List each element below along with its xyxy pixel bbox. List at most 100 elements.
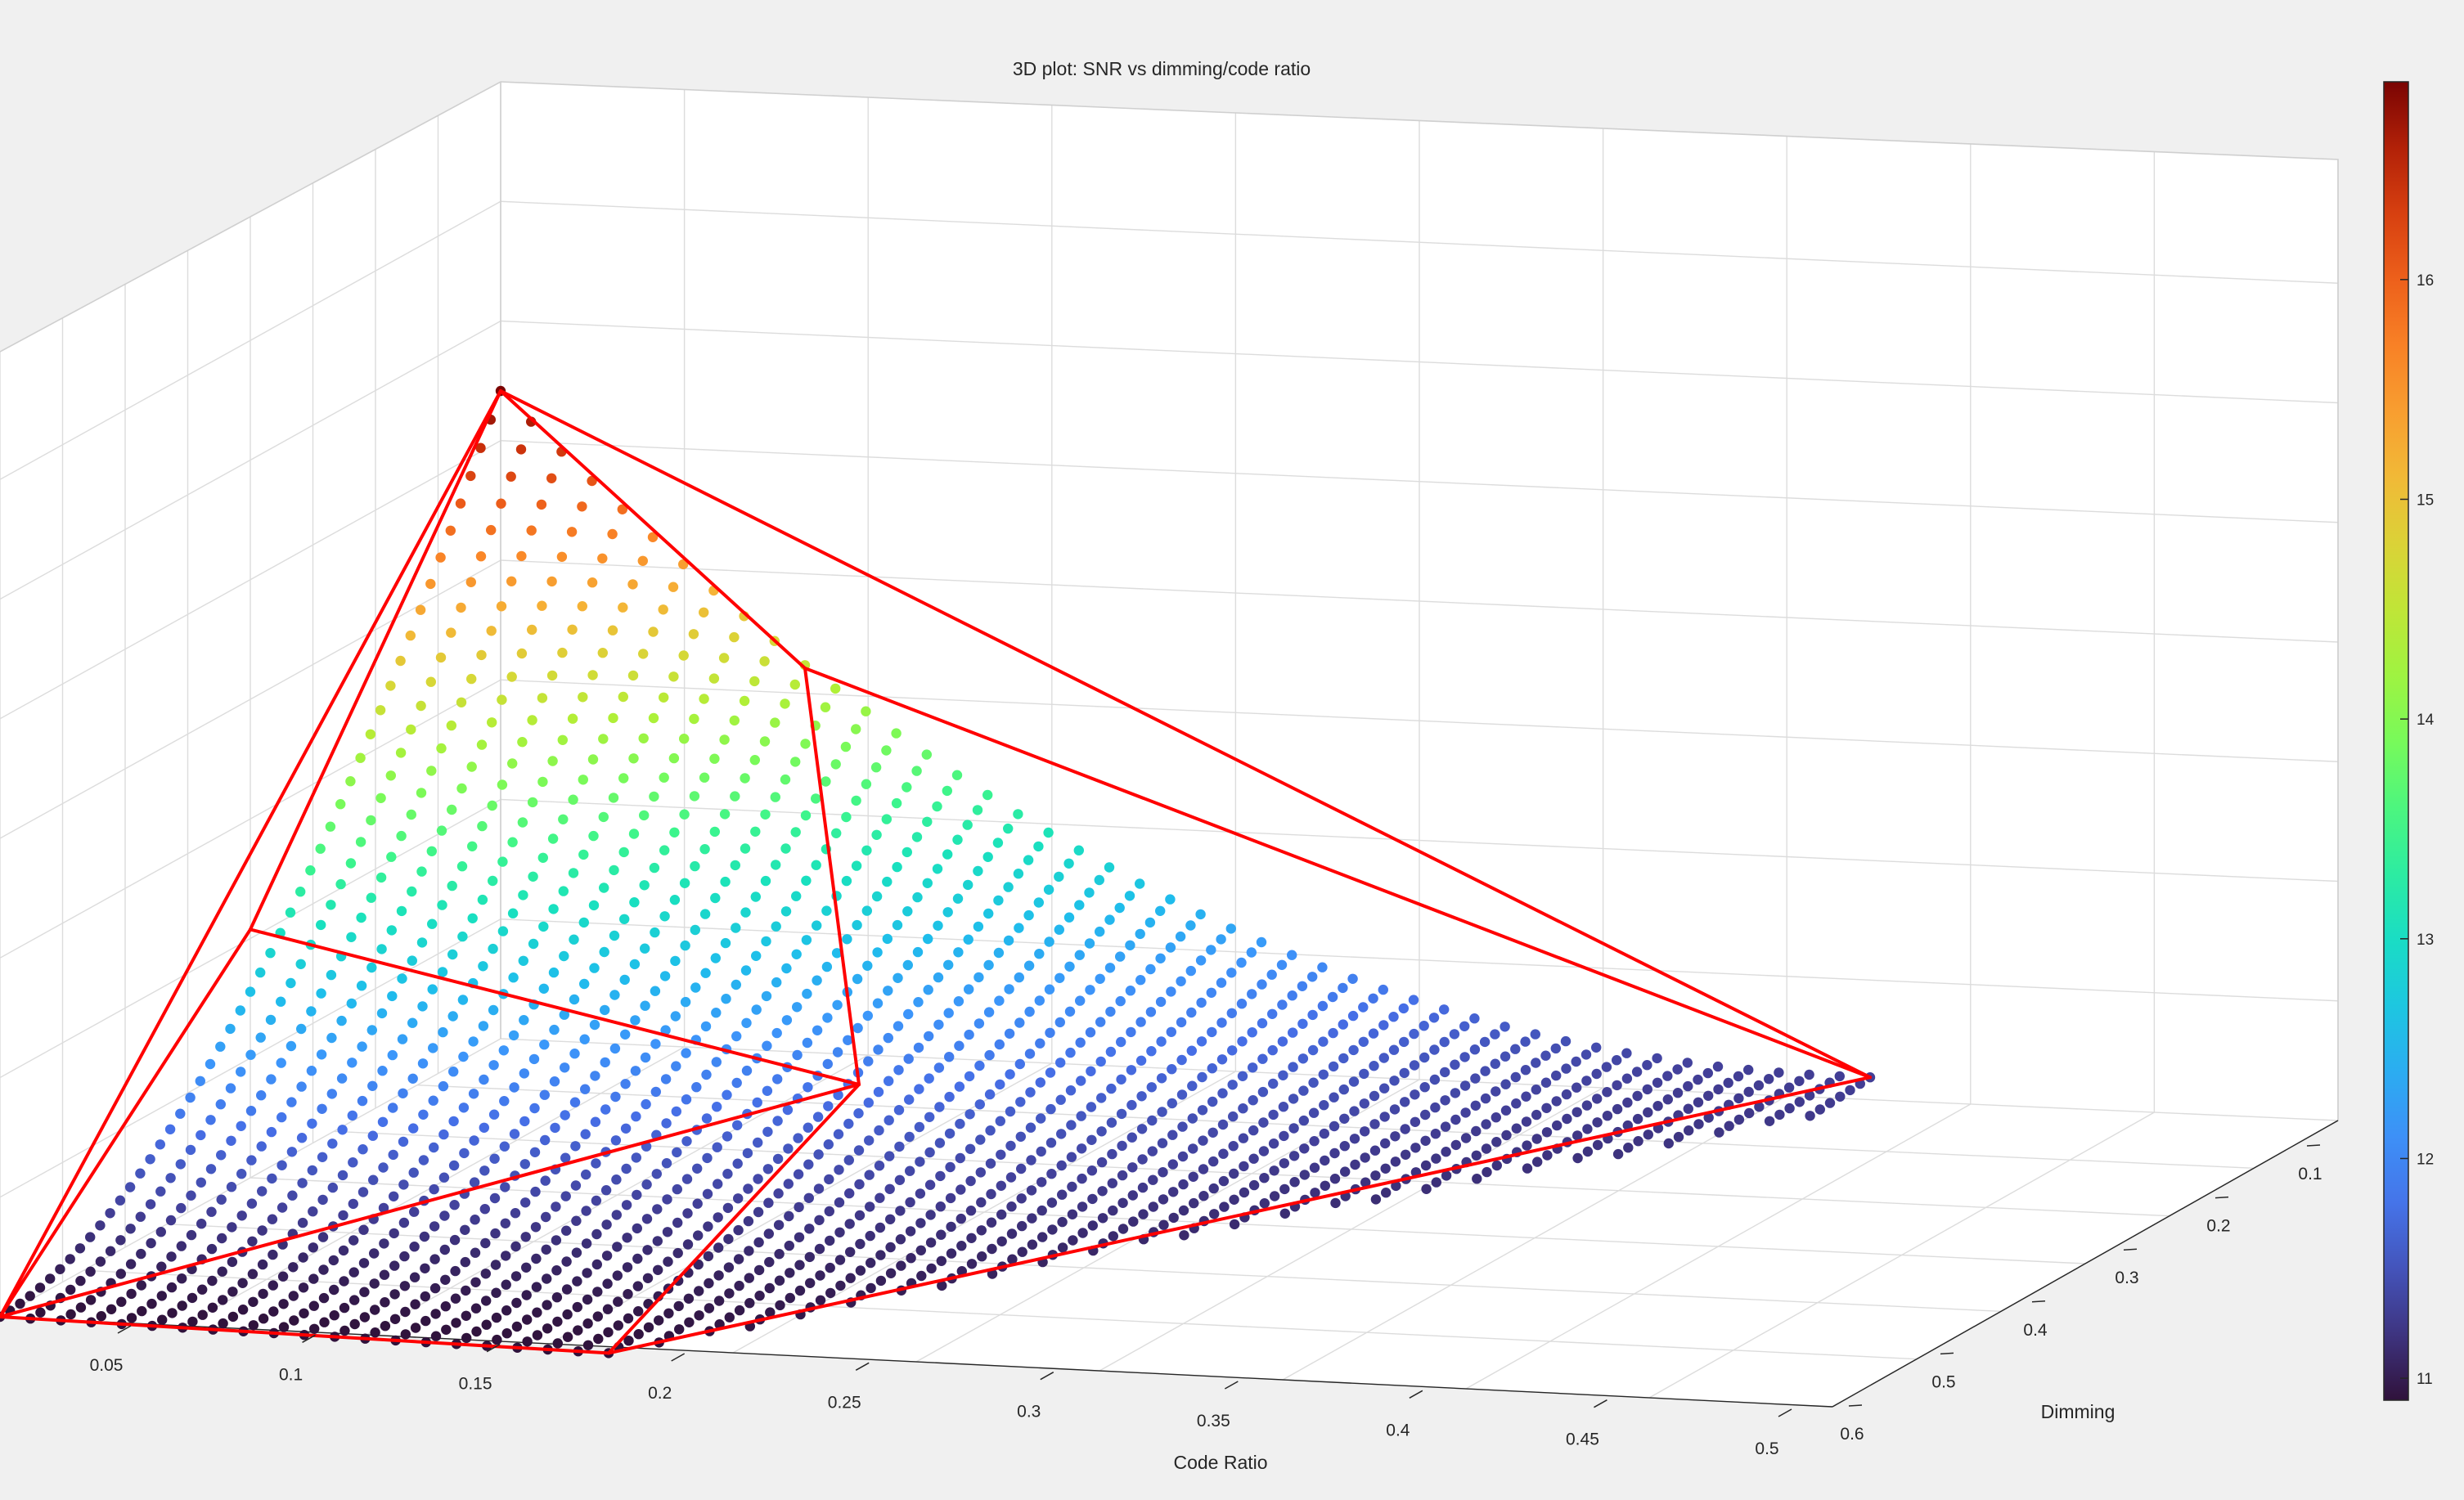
data-point: [1229, 1168, 1239, 1179]
data-point: [297, 1217, 308, 1228]
data-point: [922, 816, 933, 827]
data-point: [1338, 1084, 1350, 1095]
data-point: [1419, 1021, 1429, 1031]
data-point: [1714, 1127, 1724, 1138]
data-point: [369, 1248, 380, 1259]
data-point: [335, 799, 346, 810]
data-point: [236, 1067, 246, 1077]
data-point: [1116, 1074, 1126, 1085]
data-point: [1429, 1044, 1440, 1055]
data-point: [346, 998, 357, 1009]
data-point: [1368, 993, 1378, 1004]
data-point: [772, 1153, 784, 1165]
data-point: [1340, 1166, 1351, 1177]
data-point: [1530, 1029, 1541, 1040]
data-point: [1006, 1201, 1017, 1212]
data-point: [1631, 1067, 1643, 1077]
data-point: [1007, 1254, 1018, 1264]
data-point: [1014, 1058, 1026, 1070]
data-point: [822, 1013, 833, 1023]
data-point: [976, 1197, 987, 1208]
data-point: [749, 755, 760, 766]
data-point: [724, 1312, 735, 1323]
data-point: [492, 1334, 502, 1345]
data-point: [1642, 1060, 1652, 1071]
data-point: [527, 797, 538, 808]
data-point: [557, 734, 568, 745]
data-point: [1229, 1219, 1240, 1230]
data-point: [631, 1152, 641, 1163]
data-point: [1037, 1232, 1048, 1242]
data-point: [1126, 1065, 1137, 1076]
data-point: [1207, 1127, 1218, 1138]
data-point: [964, 1029, 974, 1040]
data-point: [1117, 1224, 1129, 1234]
data-point: [670, 955, 681, 967]
data-point: [1195, 909, 1206, 920]
data-point: [668, 582, 679, 592]
data-point: [396, 830, 407, 842]
data-point: [375, 705, 386, 716]
outline-edge: [607, 1083, 861, 1355]
y-tick-label: 0.5: [1931, 1372, 1955, 1391]
data-point: [398, 1217, 410, 1228]
data-point: [458, 1051, 469, 1062]
data-point: [744, 1273, 754, 1283]
data-point: [598, 811, 609, 823]
data-point: [1176, 1017, 1187, 1028]
data-point: [1299, 1170, 1311, 1180]
data-point: [600, 1185, 612, 1196]
data-point: [569, 1049, 580, 1059]
data-point: [803, 1192, 814, 1204]
data-point: [578, 917, 589, 928]
data-point: [1369, 1061, 1379, 1071]
data-point: [541, 1244, 551, 1255]
data-point: [885, 1214, 896, 1225]
data-point: [1207, 1026, 1217, 1038]
data-point: [1409, 1060, 1420, 1071]
data-point: [1389, 1104, 1401, 1115]
data-point: [753, 1237, 764, 1248]
data-point: [1753, 1080, 1765, 1091]
data-point: [389, 1314, 401, 1325]
data-point: [577, 501, 587, 512]
data-point: [973, 921, 984, 932]
data-point: [218, 1318, 228, 1329]
data-point: [45, 1273, 56, 1284]
data-point: [944, 1128, 955, 1139]
data-point: [812, 920, 822, 931]
data-point: [475, 442, 486, 453]
x-tick-label: 0.3: [1017, 1403, 1041, 1421]
data-point: [95, 1256, 106, 1267]
data-point: [781, 1015, 793, 1026]
data-point: [367, 1080, 378, 1092]
data-point: [436, 743, 447, 754]
data-point: [1662, 1094, 1674, 1105]
data-point: [1378, 984, 1389, 995]
data-point: [831, 828, 842, 838]
data-point: [295, 959, 306, 970]
data-point: [236, 1210, 247, 1221]
data-point: [506, 471, 516, 482]
data-point: [803, 1159, 814, 1170]
data-point: [1450, 1059, 1460, 1070]
data-point: [733, 1224, 744, 1236]
data-point: [1420, 1135, 1431, 1147]
data-point: [348, 1157, 358, 1168]
data-point: [1108, 1231, 1119, 1242]
data-point: [834, 1227, 845, 1238]
data-point: [933, 1062, 945, 1073]
data-point: [1459, 1021, 1470, 1032]
data-point: [845, 1273, 856, 1283]
data-point: [1259, 1173, 1270, 1183]
data-point: [1167, 1129, 1178, 1140]
data-point: [1552, 1120, 1562, 1131]
data-point: [531, 1282, 542, 1292]
data-point: [501, 1305, 512, 1316]
data-point: [551, 1235, 562, 1246]
data-point: [722, 1169, 733, 1179]
outline-edge: [0, 1083, 861, 1318]
data-point: [1410, 1116, 1421, 1128]
data-point: [379, 1238, 389, 1249]
data-point: [741, 1065, 753, 1076]
